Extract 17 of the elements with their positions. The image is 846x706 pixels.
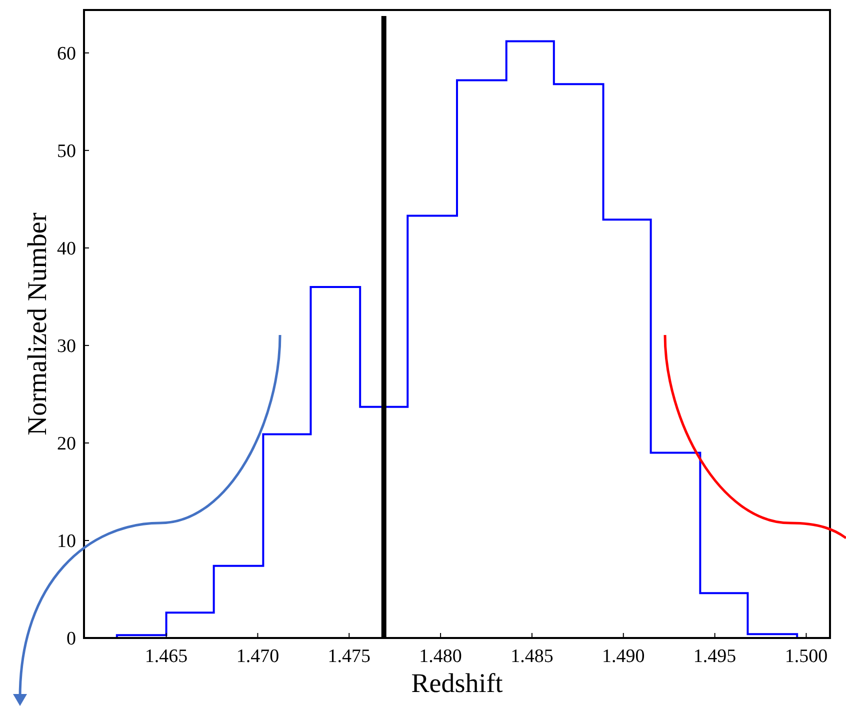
y-tick-label: 30	[57, 336, 76, 358]
y-tick-label: 40	[57, 238, 76, 260]
x-tick-label: 1.470	[236, 646, 280, 667]
x-axis-title: Redshift	[411, 668, 504, 698]
y-tick-label: 50	[57, 141, 76, 162]
x-tick-label: 1.475	[328, 646, 370, 667]
y-tick-label: 0	[66, 628, 76, 650]
x-tick-label: 1.495	[693, 646, 736, 667]
y-tick-label: 10	[57, 531, 76, 552]
x-tick-label: 1.480	[419, 646, 462, 667]
x-tick-label: 1.500	[784, 646, 828, 667]
x-tick-label: 1.465	[144, 646, 188, 667]
x-tick-label: 1.485	[510, 646, 554, 667]
y-axis-title: Normalized Number	[22, 212, 52, 436]
y-tick-label: 60	[57, 44, 76, 65]
x-tick-label: 1.490	[602, 646, 645, 667]
y-tick-label: 20	[57, 434, 76, 455]
